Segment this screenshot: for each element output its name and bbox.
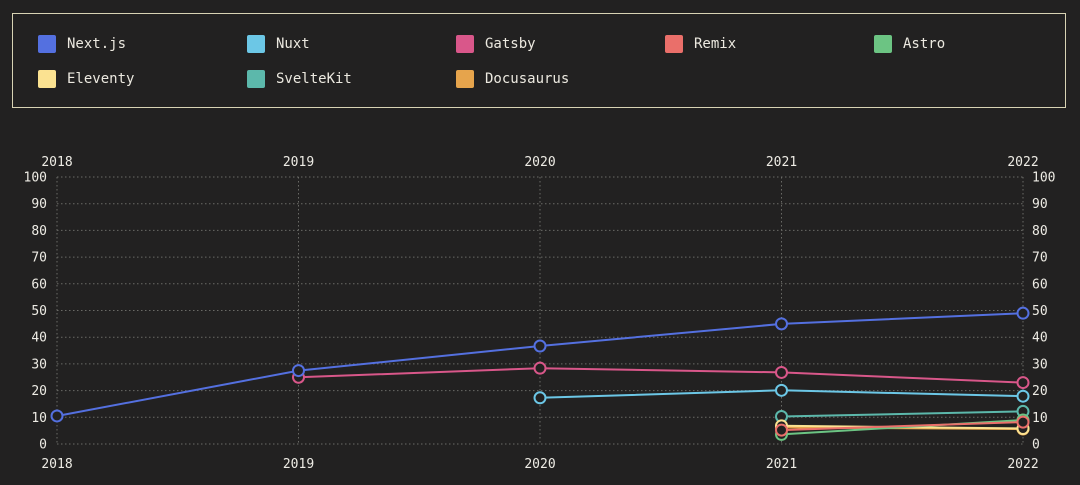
data-point — [292, 364, 305, 378]
y-tick-label-right: 60 — [1032, 277, 1048, 292]
x-tick-label-bottom: 2018 — [41, 457, 72, 472]
data-point — [775, 317, 788, 331]
x-tick-label-top: 2022 — [1007, 155, 1038, 170]
legend-swatch — [38, 35, 56, 53]
x-tick-label-bottom: 2021 — [766, 457, 797, 472]
legend-item[interactable]: Remix — [665, 34, 736, 54]
legend-label: Docusaurus — [485, 71, 570, 87]
y-tick-label-right: 70 — [1032, 251, 1048, 266]
data-point — [533, 339, 547, 353]
legend-item[interactable]: Eleventy — [38, 69, 134, 89]
y-tick-label-left: 0 — [39, 438, 47, 453]
legend-swatch — [874, 35, 892, 53]
chart-legend: Next.js Nuxt Gatsby Remix Astro Eleventy Svelt… — [12, 13, 1066, 108]
y-tick-label-right: 100 — [1032, 171, 1055, 186]
legend-swatch — [456, 35, 474, 53]
y-tick-label-right: 40 — [1032, 331, 1048, 346]
legend-item[interactable]: SvelteKit — [247, 69, 352, 89]
data-point — [775, 365, 788, 379]
y-tick-label-left: 90 — [31, 197, 47, 212]
legend-label: Gatsby — [485, 36, 536, 52]
data-point — [533, 391, 547, 405]
data-point — [1016, 306, 1030, 320]
data-point — [1016, 376, 1030, 390]
y-tick-label-right: 30 — [1032, 357, 1048, 372]
data-point — [775, 383, 788, 397]
legend-label: Remix — [694, 36, 737, 52]
legend-label: SvelteKit — [276, 71, 352, 87]
legend-label: Nuxt — [276, 36, 310, 52]
legend-swatch — [456, 70, 474, 88]
y-tick-label-right: 0 — [1032, 438, 1040, 453]
y-tick-label-left: 10 — [31, 411, 47, 426]
y-tick-label-right: 50 — [1032, 304, 1048, 319]
y-tick-label-left: 70 — [31, 251, 47, 266]
legend-item[interactable]: Next.js — [38, 34, 126, 54]
y-tick-label-left: 20 — [31, 384, 47, 399]
x-tick-label-top: 2020 — [524, 155, 555, 170]
legend-swatch — [247, 70, 265, 88]
x-tick-label-bottom: 2020 — [524, 457, 555, 472]
series-line — [298, 367, 1024, 384]
legend-label: Next.js — [67, 36, 127, 52]
y-tick-label-right: 10 — [1032, 411, 1048, 426]
x-tick-label-top: 2019 — [283, 155, 314, 170]
y-tick-label-left: 40 — [31, 331, 47, 346]
y-tick-label-left: 50 — [31, 304, 47, 319]
x-tick-label-top: 2018 — [41, 155, 72, 170]
x-tick-label-bottom: 2019 — [283, 457, 314, 472]
series-line — [781, 410, 1024, 418]
data-point — [50, 409, 64, 423]
legend-item[interactable]: Gatsby — [456, 34, 536, 54]
y-tick-label-left: 60 — [31, 277, 47, 292]
legend-item[interactable]: Astro — [874, 34, 945, 54]
x-tick-label-top: 2021 — [766, 155, 797, 170]
data-point — [533, 361, 547, 375]
y-tick-label-right: 90 — [1032, 197, 1048, 212]
y-tick-label-right: 80 — [1032, 224, 1048, 239]
y-tick-label-left: 100 — [24, 171, 47, 186]
legend-item[interactable]: Nuxt — [247, 34, 310, 54]
y-tick-label-left: 80 — [31, 224, 47, 239]
legend-label: Astro — [903, 36, 946, 52]
legend-label: Eleventy — [67, 71, 135, 87]
series-line — [781, 421, 1024, 432]
legend-swatch — [665, 35, 683, 53]
legend-swatch — [38, 70, 56, 88]
y-tick-label-left: 30 — [31, 357, 47, 372]
y-tick-label-right: 20 — [1032, 384, 1048, 399]
data-point — [1016, 415, 1030, 429]
series-line — [781, 419, 1024, 436]
x-tick-label-bottom: 2022 — [1007, 457, 1038, 472]
data-point — [1016, 389, 1030, 403]
data-point — [775, 423, 788, 437]
legend-swatch — [247, 35, 265, 53]
legend-item[interactable]: Docusaurus — [456, 69, 569, 89]
